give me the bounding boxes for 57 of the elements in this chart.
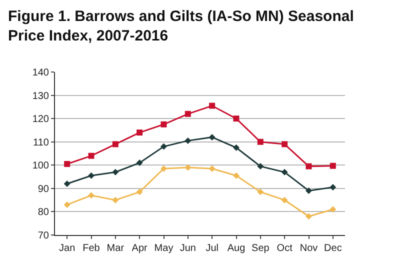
point [64,180,70,188]
point [112,196,119,204]
point [160,143,167,150]
x-tick-label: Dec [324,243,342,254]
point [208,134,216,140]
x-tick-label: Aug [227,243,246,254]
point [257,138,264,145]
y-tick-label: 140 [32,68,50,78]
y-tick-label: 120 [32,114,50,126]
point [136,188,143,196]
point [64,160,70,167]
point [88,152,94,159]
chart-title: Figure 1. Barrows and Gilts (IA-So MN) Seasonal Price Index, 2007-2016 [8,8,354,45]
x-tick-label: Mar [106,243,125,254]
point [330,184,336,191]
point [233,172,240,179]
y-tick-label: 130 [32,90,50,102]
x-tick-label: Feb [82,243,100,254]
y-tick-label: 80 [38,207,50,218]
point [184,164,192,171]
y-tick-label: 100 [32,160,50,172]
x-tick-label: Nov [300,243,318,254]
x-tick-label: Jun [180,243,196,254]
y-tick-label: 90 [38,184,50,195]
y-tick-label: 110 [33,137,50,148]
x-tick-label: Jul [206,243,218,254]
x-tick-label: May [154,243,174,254]
point [306,188,312,194]
point [160,165,167,172]
point [184,110,191,117]
point [282,141,288,148]
point [208,165,216,172]
point [233,144,240,151]
x-tick-label: Jan [59,243,76,254]
x-tick-label: Apr [132,243,148,254]
point [209,102,216,109]
point [306,163,312,170]
point [112,141,118,148]
point [257,188,264,196]
point [306,213,312,220]
point [184,137,192,144]
point [257,163,264,170]
x-tick-label: Sep [252,243,270,254]
point [233,116,240,122]
point [136,130,143,136]
point [64,201,70,208]
point [160,121,167,128]
x-tick-label: Oct [276,243,293,254]
point [281,168,288,176]
point [330,162,336,169]
point [88,192,94,199]
point [136,160,143,166]
point [330,206,336,213]
point [112,168,119,176]
y-tick-label: 70 [38,230,50,242]
point [281,196,288,204]
point [88,172,94,179]
